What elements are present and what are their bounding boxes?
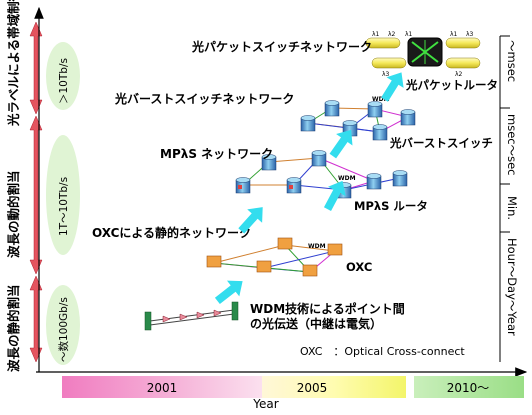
packet-network: [365, 37, 481, 69]
progress-arrow-3: [323, 180, 346, 212]
time-hour-day-year: Hour〜Day〜Year: [505, 238, 519, 336]
timeline-2005-block: [262, 376, 406, 398]
packet-switch-core: [407, 37, 443, 67]
year-2001: 2001: [147, 381, 178, 395]
packet-label: λ1: [372, 31, 380, 38]
arrow-dynamic-band: [29, 115, 43, 275]
packet-label: λ2: [388, 31, 396, 38]
right-time-column: [499, 35, 510, 362]
device-packet-router: 光パケットルータ: [405, 78, 498, 92]
progress-arrow-4: [329, 129, 353, 159]
stage-burst-network: 光バーストスイッチネットワーク: [114, 91, 294, 106]
progress-arrow-5: [381, 72, 404, 102]
x-axis-label: Year: [252, 397, 278, 411]
packet-label: λ3: [466, 31, 474, 38]
footnote-oxc: OXC ：Optical Cross-connect: [300, 345, 465, 358]
bandwidth-100gb: 〜数100Gb/s: [57, 297, 70, 362]
device-oxc: OXC: [346, 260, 372, 274]
timeline-2010-block: [414, 376, 524, 398]
progress-arrow-2: [238, 207, 263, 234]
packet-label: λ3: [382, 71, 390, 78]
packet-tube-4: [445, 57, 481, 69]
stage-packet-network: 光パケットスイッチネットワーク: [191, 39, 372, 54]
stage-mpls-network: MPλS ネットワーク: [160, 147, 273, 161]
stage-wdm-p2p-line2: の光伝送（中継は電気）: [250, 316, 382, 331]
stage-oxc-network: OXCによる静的ネットワーク: [92, 225, 251, 240]
burst-wdm-tag: WDM: [372, 96, 390, 103]
progression-arrows: [214, 72, 404, 305]
time-min: Min.: [505, 196, 519, 220]
arrow-static-band: [29, 275, 43, 363]
device-burst-switch: 光バーストスイッチ: [389, 136, 493, 150]
label-dynamic-wavelength: 波長の動的割当: [6, 170, 21, 258]
time-msec: 〜msec: [505, 40, 519, 82]
year-2010: 2010〜: [447, 381, 490, 395]
packet-label: λ2: [455, 71, 463, 78]
year-2005: 2005: [297, 381, 328, 395]
mpls-network: [235, 150, 408, 199]
time-msec-sec: msec〜sec: [505, 114, 519, 175]
packet-label: λ1: [405, 31, 413, 38]
progress-arrow-1: [214, 280, 243, 305]
oxc-network: [206, 237, 343, 277]
device-mpls-router: MPλS ルータ: [354, 199, 428, 213]
oxc-wdm-tag: WDM: [308, 243, 326, 250]
packet-tube-1: [365, 37, 401, 49]
packet-tube-2: [445, 37, 481, 49]
timeline-bar: [62, 376, 524, 398]
packet-tube-3: [371, 57, 407, 69]
stage-wdm-p2p-line1: WDM技術によるポイント間: [250, 301, 405, 316]
wdm-p2p-chain: [144, 301, 239, 331]
bandwidth-1t-10tb: 1T〜10Tb/s: [58, 177, 70, 236]
left-arrows: [29, 21, 43, 363]
bandwidth-ellipses: [46, 42, 80, 365]
packet-wavelength-labels: λ1 λ2 λ1 λ3 λ3 λ2 λ1: [372, 31, 474, 78]
label-optical-label-control: 光ラベルによる帯域制御: [6, 0, 21, 127]
label-static-wavelength: 波長の静的割当: [6, 284, 21, 372]
mpls-wdm-tag: WDM: [338, 175, 356, 182]
bandwidth-10tb: ＞10Tb/s: [58, 58, 70, 104]
arrow-label-band: [29, 21, 43, 115]
burst-network: [300, 100, 416, 141]
timeline-2001-block: [62, 376, 262, 398]
packet-label: λ1: [450, 31, 458, 38]
